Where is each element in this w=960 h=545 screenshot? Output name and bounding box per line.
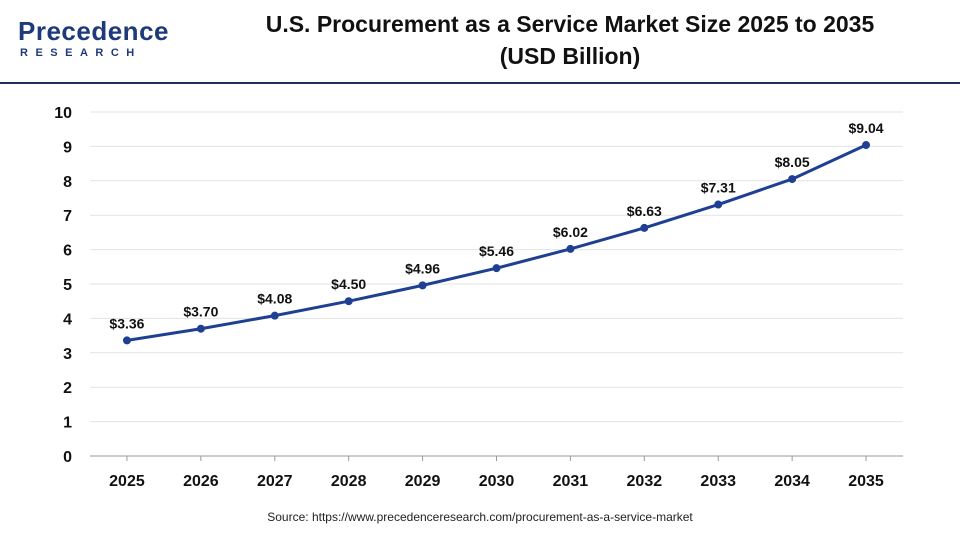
header-divider	[0, 82, 960, 84]
data-label: $9.04	[849, 120, 884, 136]
data-point	[418, 281, 427, 290]
data-point	[566, 244, 575, 253]
x-tick-label: 2032	[627, 473, 663, 490]
x-tick-label: 2027	[257, 473, 293, 490]
data-label: $8.05	[775, 154, 810, 170]
y-tick-label: 10	[54, 105, 72, 122]
x-tick-label: 2034	[774, 473, 810, 490]
brand-name: Precedence	[18, 16, 169, 46]
x-tick-label: 2030	[479, 473, 515, 490]
y-tick-label: 0	[63, 449, 72, 466]
y-tick-label: 6	[63, 243, 72, 260]
data-point	[640, 223, 649, 232]
data-point	[270, 311, 279, 320]
brand-sub: RESEARCH	[20, 47, 142, 59]
y-tick-label: 3	[63, 346, 72, 363]
x-tick-label: 2029	[405, 473, 441, 490]
line-chart: 0 1 2 3 4 5 6 7 8 9 10 2025 2026 2027 2028 2029 2030 2031…	[54, 105, 903, 490]
x-tick-label: 2026	[183, 473, 219, 490]
data-label: $6.02	[553, 224, 588, 240]
data-label: $3.70	[183, 304, 218, 320]
x-tick-label: 2035	[848, 473, 884, 490]
data-point	[788, 175, 797, 184]
data-label: $4.96	[405, 260, 440, 276]
y-tick-label: 4	[63, 311, 72, 328]
data-point	[196, 324, 205, 333]
data-point	[714, 200, 723, 209]
data-point	[862, 141, 871, 150]
data-label: $4.50	[331, 276, 366, 292]
y-tick-label: 9	[63, 139, 72, 156]
chart-title-main: U.S. Procurement as a Service Market Siz…	[265, 11, 875, 37]
chart-title: U.S. Procurement as a Service Market Siz…	[200, 8, 940, 72]
chart-area: 0 1 2 3 4 5 6 7 8 9 10 2025 2026 2027 2028 2029 2030 2031…	[0, 84, 960, 540]
data-label: $7.31	[701, 180, 736, 196]
data-point	[122, 336, 131, 345]
data-label: $5.46	[479, 243, 514, 259]
data-label: $3.36	[109, 315, 144, 331]
x-tick-label: 2028	[331, 473, 367, 490]
brand-logo: Precedence RESEARCH	[18, 16, 178, 66]
data-point	[492, 264, 501, 273]
chart-subtitle: (USD Billion)	[499, 43, 641, 69]
data-label: $4.08	[257, 291, 292, 307]
y-tick-label: 1	[63, 415, 72, 432]
x-tick-label: 2033	[700, 473, 736, 490]
x-tick-label: 2025	[109, 473, 145, 490]
header: Precedence RESEARCH U.S. Procurement as …	[0, 0, 960, 82]
x-tick-label: 2031	[553, 473, 589, 490]
y-tick-label: 2	[63, 380, 72, 397]
source-note: Source: https://www.precedenceresearch.c…	[267, 510, 693, 524]
data-label: $6.63	[627, 203, 662, 219]
y-tick-label: 7	[63, 208, 72, 225]
y-tick-label: 8	[63, 174, 72, 191]
y-tick-label: 5	[63, 277, 72, 294]
data-point	[344, 297, 353, 306]
